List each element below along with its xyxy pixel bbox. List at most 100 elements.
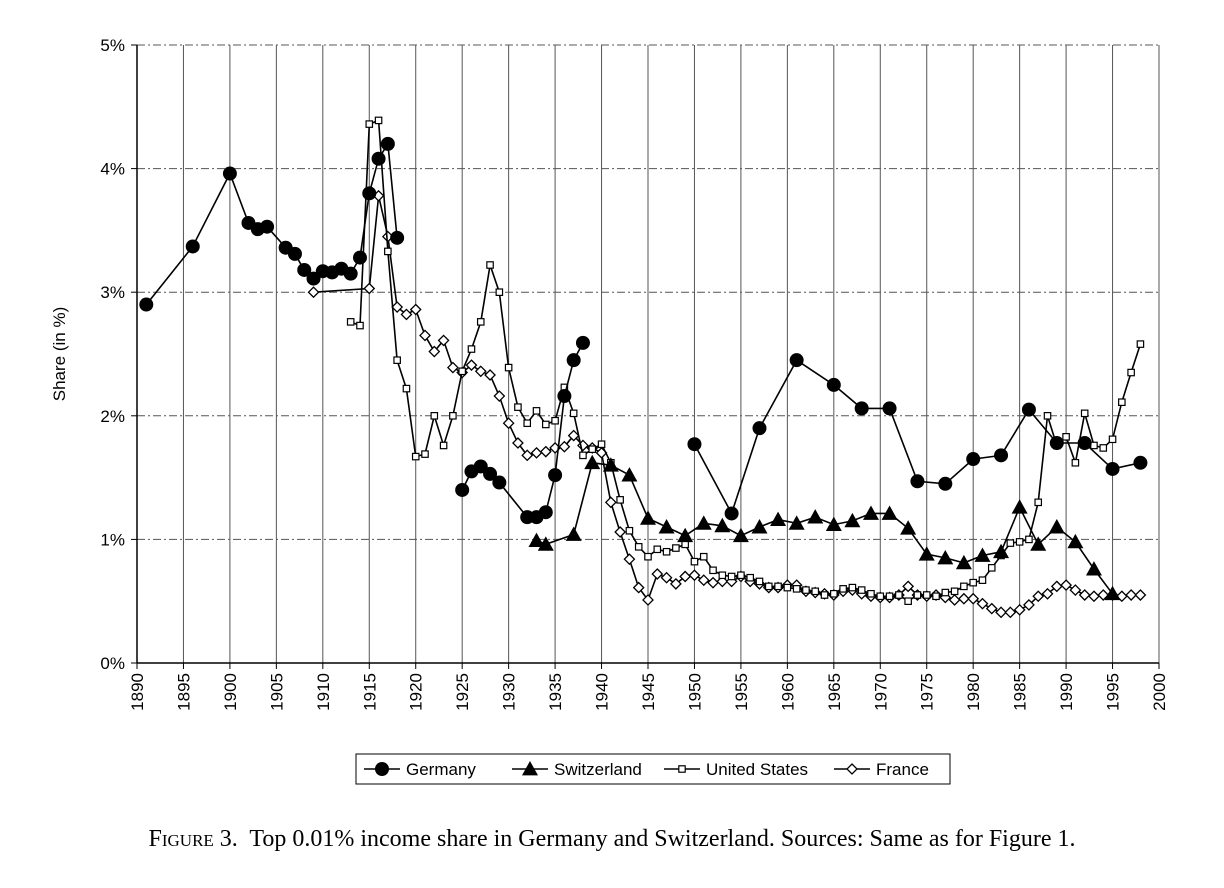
united-states-point xyxy=(699,552,708,561)
france-point xyxy=(1013,603,1026,616)
germany-point xyxy=(287,246,302,261)
x-tick-label: 1955 xyxy=(732,673,751,711)
united-states-point xyxy=(727,572,736,581)
x-tick-label: 2000 xyxy=(1150,673,1169,711)
germany-point xyxy=(938,476,953,491)
x-tick-label: 1920 xyxy=(407,673,426,711)
united-states-point xyxy=(830,589,838,598)
united-states-point xyxy=(430,412,439,420)
united-states-point xyxy=(987,564,996,572)
germany-point xyxy=(260,219,275,234)
united-states-point xyxy=(783,583,792,592)
germany-point xyxy=(222,166,237,181)
united-states-point xyxy=(922,591,931,599)
y-tick-label: 1% xyxy=(100,530,125,549)
y-tick-label: 5% xyxy=(100,36,125,55)
france-point xyxy=(902,580,915,593)
france-point xyxy=(409,303,422,316)
x-tick-label: 1930 xyxy=(500,673,519,711)
united-states-point xyxy=(458,367,466,376)
france-point xyxy=(948,594,961,606)
united-states-point xyxy=(913,591,922,599)
france-point xyxy=(1023,598,1035,611)
germany-point xyxy=(687,437,702,452)
series-switzerland xyxy=(528,454,1121,601)
germany-point xyxy=(752,421,767,436)
legend-label: United States xyxy=(706,760,808,779)
germany-point xyxy=(566,353,581,368)
united-states-point xyxy=(402,384,411,393)
x-tick-label: 1950 xyxy=(685,673,704,711)
united-states-point xyxy=(449,412,457,420)
chart-area: 1890 1895 1900 1905 1910 1915 1920 1925 1930 1935… xyxy=(50,36,1169,785)
france-point xyxy=(957,592,970,605)
france-point xyxy=(307,286,320,299)
united-states-point xyxy=(393,356,401,364)
legend-entry-france: France xyxy=(834,760,929,779)
switzerland-point xyxy=(695,515,712,530)
france-point xyxy=(502,417,515,430)
switzerland-point xyxy=(955,554,972,570)
united-states-point xyxy=(969,578,977,587)
united-states-point xyxy=(1071,458,1080,467)
united-states-point xyxy=(672,544,680,552)
united-states-point xyxy=(356,321,364,330)
united-states-point xyxy=(709,566,717,575)
germany-point xyxy=(483,466,498,481)
switzerland-point xyxy=(732,527,749,543)
france-point xyxy=(1078,589,1091,601)
united-states-point xyxy=(848,583,857,592)
united-states-point xyxy=(820,591,829,599)
x-tick-label: 1965 xyxy=(825,673,844,711)
switzerland-point xyxy=(918,546,935,561)
caption-text: Top 0.01% income share in Germany and Sw… xyxy=(249,826,1076,852)
germany-point xyxy=(882,401,897,416)
united-states-point xyxy=(746,573,755,582)
switzerland-point xyxy=(770,511,787,527)
legend-marker xyxy=(522,761,538,776)
united-states-point xyxy=(411,452,420,461)
united-states-point xyxy=(439,441,448,450)
germany-point xyxy=(352,250,367,265)
germany-point xyxy=(538,505,553,520)
france-point xyxy=(651,568,664,580)
france-point xyxy=(437,334,450,347)
figure-caption: Figure 3. Top 0.01% income share in Germ… xyxy=(0,826,1224,853)
united-states-point xyxy=(904,597,912,606)
france-point xyxy=(465,359,478,372)
france-point xyxy=(1134,589,1147,601)
france-point xyxy=(707,576,719,589)
france-point xyxy=(604,496,617,509)
switzerland-point xyxy=(881,505,898,520)
united-states-point xyxy=(421,450,429,458)
germany-point xyxy=(789,353,804,368)
france-point xyxy=(1060,579,1073,592)
france-point xyxy=(688,569,701,582)
legend-entry-germany: Germany xyxy=(364,760,476,779)
france-point xyxy=(1004,606,1017,619)
x-tick-label: 1970 xyxy=(871,673,890,711)
france-point xyxy=(995,606,1007,619)
germany-point xyxy=(1133,455,1148,470)
france-point xyxy=(493,390,506,402)
x-tick-label: 1895 xyxy=(174,673,193,711)
united-states-point xyxy=(1118,398,1126,407)
switzerland-point xyxy=(602,457,619,472)
united-states-point xyxy=(1136,340,1145,348)
france-point xyxy=(1125,589,1138,601)
series xyxy=(139,116,1148,619)
united-states-point xyxy=(839,585,847,593)
switzerland-point xyxy=(844,512,861,528)
united-states-point xyxy=(718,571,727,580)
united-states-point xyxy=(569,409,578,418)
france-point xyxy=(642,594,654,606)
switzerland-point xyxy=(1067,533,1084,549)
x-tick-label: 1915 xyxy=(360,673,379,711)
x-tick-label: 1995 xyxy=(1104,673,1123,711)
switzerland-point xyxy=(788,515,805,530)
switzerland-point xyxy=(825,516,842,531)
united-states-point xyxy=(690,557,699,566)
france-point xyxy=(1032,590,1045,603)
united-states-point xyxy=(625,526,634,535)
france-point xyxy=(428,345,441,358)
